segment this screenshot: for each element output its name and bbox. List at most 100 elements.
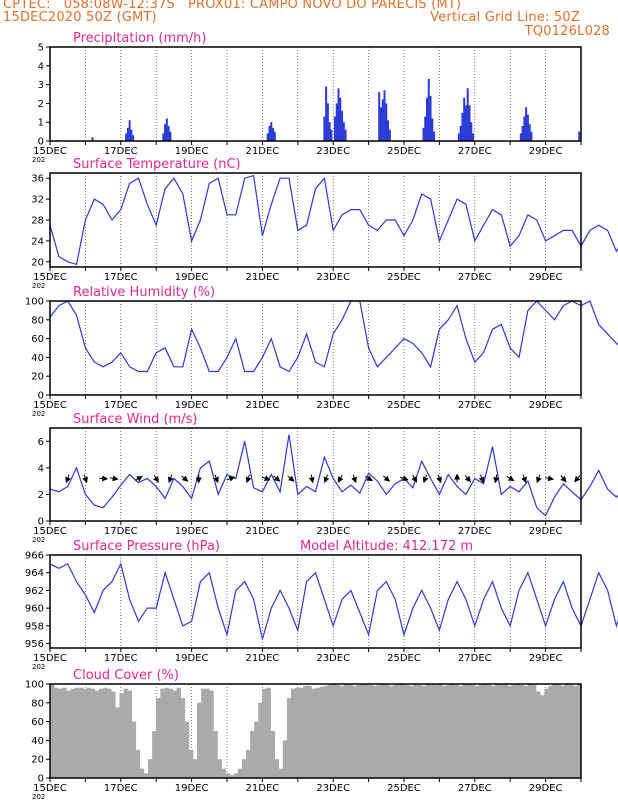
cloud-bar <box>62 687 67 778</box>
x-tick-label: 25DEC <box>387 526 421 537</box>
x-tick-label: 19DEC <box>175 653 209 664</box>
cloud-bar <box>417 684 422 778</box>
cloud-bar <box>384 684 390 778</box>
precip-bar <box>472 133 475 141</box>
cloud-bar <box>564 684 570 778</box>
panel-humidity <box>46 300 618 399</box>
cloud-bar <box>499 684 504 778</box>
x-tick-label: 25DEC <box>387 272 421 283</box>
cloud-bar <box>148 759 153 778</box>
cloud-bar <box>482 684 488 778</box>
x-tick-label: 29DEC <box>529 526 563 537</box>
cloud-bar <box>544 688 549 778</box>
precip-bar <box>273 131 276 141</box>
precip-bar <box>130 129 133 141</box>
x-tick-label: 19DEC <box>175 400 209 411</box>
cloud-bar <box>229 775 235 778</box>
cloud-bar <box>205 688 210 778</box>
cloud-bar <box>241 759 247 778</box>
x-tick-label: 29DEC <box>529 653 563 664</box>
precip-bar <box>523 116 526 141</box>
wind-arrow <box>506 475 515 481</box>
cloud-bar <box>111 691 116 778</box>
cloud-bar <box>429 684 435 778</box>
precip-bar <box>328 122 331 141</box>
precip-bar <box>333 116 336 141</box>
y-tick-label: 100 <box>25 680 44 691</box>
cloud-bar <box>511 684 516 778</box>
x-year-stub: 202 <box>32 282 45 290</box>
cloud-bar <box>307 685 312 778</box>
x-tick-label: 17DEC <box>104 526 138 537</box>
panel-title: Relative Humidity (%) <box>73 285 215 300</box>
cloud-bar <box>176 687 182 778</box>
y-tick-label: 40 <box>31 736 44 747</box>
x-tick-label: 27DEC <box>458 653 492 664</box>
cloud-bar <box>188 749 194 778</box>
x-tick-label: 19DEC <box>175 146 209 157</box>
precip-bar <box>379 107 382 141</box>
cloud-bar <box>360 684 365 778</box>
cloud-bar <box>250 731 255 778</box>
x-year-stub: 202 <box>32 536 45 544</box>
cloud-bar <box>184 721 190 778</box>
precip-bar <box>326 103 329 141</box>
cloud-bar <box>527 684 533 778</box>
cloud-bar <box>531 684 537 778</box>
cloud-bar <box>519 684 525 778</box>
cloud-bar <box>438 684 443 778</box>
cloud-bar <box>103 687 108 778</box>
panel-frame <box>49 683 582 779</box>
y-tick-label: 20 <box>31 257 44 268</box>
cloud-bar <box>368 684 373 778</box>
x-tick-label: 23DEC <box>316 526 350 537</box>
y-tick-label: 962 <box>25 586 44 597</box>
x-tick-label: 15DEC <box>33 146 67 157</box>
cloud-bar <box>319 686 324 778</box>
cloud-bar <box>82 688 88 778</box>
x-tick-label: 17DEC <box>104 783 138 794</box>
x-tick-label: 15DEC <box>33 400 67 411</box>
x-year-stub: 202 <box>32 663 45 671</box>
precip-bar <box>578 131 581 141</box>
x-tick-label: 17DEC <box>104 272 138 283</box>
x-tick-label: 21DEC <box>246 783 280 794</box>
cloud-bar <box>282 740 288 778</box>
wind-arrow <box>382 475 391 482</box>
header-station: CPTEC: 058:08W-12:37S PROX01: CAMPO NOVO… <box>3 0 462 12</box>
cloud-bar <box>491 685 496 778</box>
cloud-bar <box>201 688 206 778</box>
y-tick-label: 0 <box>38 137 44 148</box>
header-run-date: 15DEC2020 50Z (GMT) <box>3 10 157 25</box>
cloud-bar <box>552 684 557 778</box>
cloud-bar <box>348 684 353 778</box>
precip-bar <box>422 127 425 141</box>
header-grid-line: Vertical Grid Line: 50Z <box>430 10 580 25</box>
wind-arrow <box>545 475 555 482</box>
cloud-bar <box>139 768 145 778</box>
x-tick-label: 21DEC <box>246 526 280 537</box>
wind-arrow <box>464 475 471 483</box>
cloud-bar <box>290 688 296 778</box>
y-tick-label: 20 <box>31 755 44 766</box>
cloud-bar <box>405 684 410 778</box>
precip-bar <box>424 116 427 141</box>
wind-arrow <box>213 474 219 484</box>
x-tick-label: 19DEC <box>175 272 209 283</box>
panel-title: Cloud Cover (%) <box>73 668 179 683</box>
y-tick-label: 60 <box>31 334 44 345</box>
cloud-bar <box>160 688 165 778</box>
cloud-bar <box>221 768 226 778</box>
y-tick-label: 960 <box>25 604 44 615</box>
wind-arrow <box>287 475 295 482</box>
y-tick-label: 5 <box>38 43 44 54</box>
precip-bar <box>164 124 167 141</box>
cloud-bar <box>107 688 112 778</box>
x-tick-label: 27DEC <box>458 400 492 411</box>
cloud-bar <box>576 684 582 778</box>
precip-bar <box>525 107 528 141</box>
precip-bar <box>459 125 462 141</box>
cloud-bar <box>323 685 329 778</box>
x-tick-label: 15DEC <box>33 783 67 794</box>
cloud-bar <box>389 685 394 778</box>
